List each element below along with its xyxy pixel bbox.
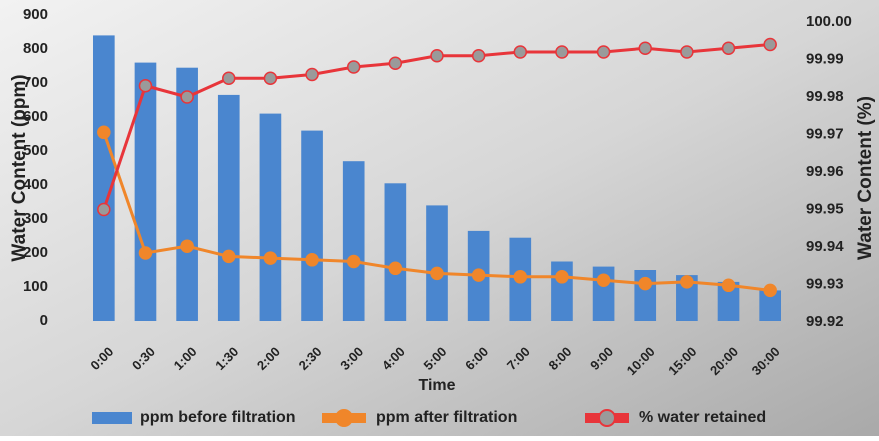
y2-axis-title: Water Content (%) (855, 96, 876, 260)
point (138, 79, 153, 93)
bar (342, 161, 365, 321)
bar (134, 62, 157, 321)
point (305, 253, 319, 267)
point (721, 41, 736, 55)
point (222, 71, 236, 85)
point (180, 90, 194, 104)
point (346, 254, 361, 269)
point (513, 270, 528, 284)
point (680, 275, 694, 289)
point (596, 45, 611, 59)
y-tick-label: 0 (40, 312, 48, 329)
point (138, 246, 153, 260)
point (638, 41, 652, 55)
point (721, 278, 736, 293)
point (430, 49, 444, 63)
point (555, 270, 569, 284)
y-tick-label: 600 (23, 108, 48, 125)
bar (301, 130, 323, 321)
point (680, 45, 694, 59)
y-tick-label: 800 (23, 40, 48, 57)
point (763, 283, 777, 298)
y2-tick-label: 99.97 (806, 125, 844, 142)
point (763, 37, 777, 52)
bar (176, 67, 198, 321)
point (596, 273, 611, 287)
bar (259, 113, 282, 321)
y-tick-label: 300 (23, 210, 48, 227)
point (346, 60, 361, 74)
y2-tick-label: 99.99 (806, 50, 844, 67)
point (555, 45, 569, 59)
y2-tick-label: 99.92 (806, 313, 844, 330)
point (430, 266, 444, 281)
point (388, 56, 403, 70)
point (513, 45, 528, 59)
point (97, 125, 111, 140)
y-tick-label: 200 (23, 244, 48, 261)
bar (384, 183, 407, 321)
point (638, 276, 652, 291)
bar (92, 35, 115, 322)
y-tick-label: 700 (23, 74, 48, 91)
bar (217, 94, 240, 322)
legend-swatch (92, 412, 132, 424)
y2-tick-label: 99.96 (806, 163, 844, 180)
legend-label: % water retained (639, 409, 766, 426)
y-tick-label: 900 (23, 6, 48, 23)
legend-label: ppm before filtration (140, 409, 296, 426)
point (305, 67, 319, 82)
y2-tick-label: 99.95 (806, 200, 844, 217)
legend-marker (335, 409, 353, 427)
x-axis-title: Time (418, 377, 455, 394)
point (97, 202, 111, 217)
bar (717, 281, 740, 321)
point (388, 261, 403, 276)
y2-tick-label: 99.93 (806, 275, 844, 292)
y-tick-label: 400 (23, 176, 48, 193)
y2-tick-label: 100.00 (806, 13, 852, 30)
point (471, 268, 486, 282)
point (471, 49, 486, 63)
y-tick-label: 500 (23, 142, 48, 159)
y2-tick-label: 99.94 (806, 238, 844, 255)
point (263, 251, 278, 265)
bar (676, 275, 698, 321)
y2-tick-label: 99.98 (806, 88, 844, 105)
point (222, 249, 236, 264)
bar (426, 205, 448, 321)
legend-label: ppm after filtration (376, 409, 517, 426)
point (180, 239, 194, 253)
bar (759, 290, 782, 321)
y-tick-label: 100 (23, 278, 48, 295)
point (263, 71, 278, 85)
legend-marker (598, 409, 616, 427)
y-axis-title: Water Content (ppm) (9, 74, 30, 261)
